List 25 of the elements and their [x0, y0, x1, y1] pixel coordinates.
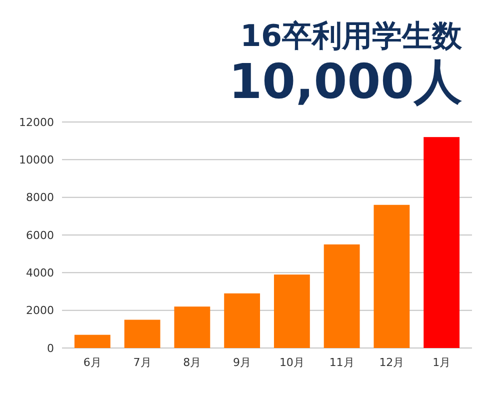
y-tick-label: 8000	[26, 191, 54, 204]
y-tick-label: 4000	[26, 266, 54, 280]
x-tick-label: 6月	[83, 356, 102, 369]
bar	[274, 274, 310, 348]
x-tick-label: 11月	[329, 356, 354, 369]
y-tick-label: 12000	[19, 116, 54, 129]
bar	[174, 306, 210, 348]
x-tick-label: 9月	[233, 356, 252, 369]
y-tick-label: 6000	[26, 228, 54, 242]
bar	[74, 334, 110, 348]
bar	[124, 320, 160, 348]
x-tick-label: 10月	[279, 356, 304, 369]
x-tick-label: 8月	[183, 356, 202, 369]
y-tick-label: 10000	[19, 154, 54, 167]
y-tick-label: 2000	[26, 304, 54, 318]
x-tick-label: 12月	[379, 356, 404, 369]
x-tick-label: 1月	[432, 356, 451, 369]
bar	[224, 293, 260, 348]
bar	[374, 204, 410, 348]
chart-subtitle: 10,000人	[228, 54, 462, 110]
bar	[324, 244, 360, 348]
chart-title: 16卒利用学生数	[240, 19, 463, 54]
bar	[424, 137, 460, 348]
y-tick-label: 0	[47, 342, 54, 355]
x-tick-label: 7月	[133, 356, 152, 369]
